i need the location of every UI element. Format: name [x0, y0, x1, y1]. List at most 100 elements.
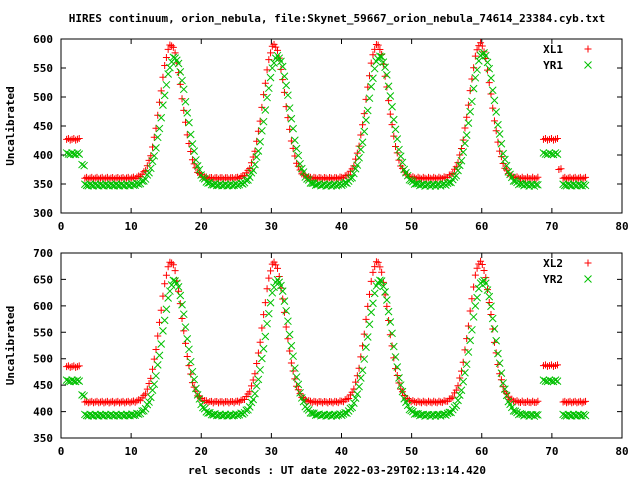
data-point — [277, 281, 285, 290]
data-point — [358, 366, 367, 375]
data-point — [466, 87, 474, 95]
data-point — [157, 306, 165, 314]
y-tick-label: 400 — [33, 406, 53, 419]
data-point — [154, 332, 162, 340]
data-point — [470, 283, 478, 291]
data-point — [377, 277, 386, 285]
data-point — [274, 264, 282, 272]
data-point — [362, 315, 370, 323]
data-point — [287, 341, 296, 350]
data-point — [388, 329, 396, 338]
data-point — [159, 326, 167, 335]
data-point — [258, 354, 266, 363]
data-point — [172, 279, 181, 288]
x-axis-label: rel seconds : UT date 2022-03-29T02:13:1… — [188, 464, 486, 477]
data-point — [496, 147, 504, 155]
data-point — [234, 397, 242, 405]
data-point — [440, 173, 448, 181]
data-point — [249, 166, 258, 175]
data-point — [488, 314, 497, 323]
data-point — [268, 288, 277, 297]
data-point — [353, 161, 362, 169]
data-point — [285, 330, 294, 339]
data-point — [492, 336, 501, 345]
data-point — [138, 407, 146, 415]
data-point — [462, 360, 471, 369]
data-point — [252, 382, 261, 390]
data-point — [72, 363, 80, 371]
data-point — [359, 121, 367, 129]
data-point — [405, 405, 414, 414]
data-point — [252, 153, 261, 161]
data-point — [352, 378, 360, 386]
data-point — [146, 393, 155, 402]
data-point — [145, 168, 153, 177]
data-point — [143, 162, 151, 170]
data-point — [294, 386, 302, 394]
data-point — [282, 323, 290, 331]
data-point — [169, 261, 177, 269]
data-point — [190, 375, 199, 384]
data-point — [379, 282, 388, 291]
data-point — [393, 135, 402, 143]
data-point — [365, 72, 373, 80]
data-point — [157, 87, 165, 95]
data-point — [485, 292, 494, 301]
data-point — [356, 145, 365, 154]
y-tick-label: 450 — [33, 379, 53, 392]
data-point — [299, 397, 308, 406]
data-point — [294, 162, 302, 170]
data-point — [161, 61, 169, 69]
data-point — [490, 96, 499, 105]
data-point — [202, 397, 210, 405]
legend-label: XL2 — [543, 257, 563, 270]
data-point — [168, 259, 176, 267]
data-point — [249, 376, 257, 384]
data-point — [389, 115, 398, 124]
data-point — [497, 376, 505, 384]
legend-label: XL1 — [543, 43, 563, 56]
data-point — [297, 394, 306, 402]
data-point — [462, 131, 471, 139]
data-point — [133, 409, 141, 418]
y-tick-label: 600 — [33, 300, 53, 313]
data-point — [183, 131, 191, 139]
x-tick-label: 50 — [405, 445, 418, 458]
y-tick-label: 600 — [33, 33, 53, 46]
data-point — [245, 173, 254, 182]
plot-frame — [60, 252, 623, 439]
data-point — [580, 174, 588, 182]
data-point — [532, 399, 540, 407]
data-point — [376, 52, 384, 61]
data-point — [188, 367, 197, 376]
data-point — [452, 171, 461, 180]
data-point — [395, 145, 403, 154]
data-point — [261, 79, 269, 87]
x-tick-label: 20 — [195, 220, 208, 233]
y-tick-label: 450 — [33, 120, 53, 133]
data-point — [185, 118, 193, 127]
x-tick-label: 50 — [405, 220, 418, 233]
data-point — [494, 120, 502, 129]
data-point — [258, 126, 266, 135]
data-point — [388, 121, 396, 129]
data-point — [179, 85, 188, 94]
data-point — [461, 124, 469, 132]
data-point — [145, 398, 153, 406]
data-point — [164, 263, 172, 271]
data-point — [176, 67, 185, 76]
data-point — [384, 307, 393, 316]
data-point — [369, 268, 377, 276]
data-point — [455, 161, 464, 170]
data-point — [75, 150, 84, 158]
data-point — [284, 91, 292, 100]
data-point — [256, 365, 264, 374]
data-point — [162, 53, 170, 61]
data-point — [153, 361, 162, 369]
data-point — [294, 151, 303, 160]
data-point — [346, 174, 355, 183]
data-point — [258, 324, 266, 332]
data-point — [289, 124, 297, 133]
data-point — [582, 397, 590, 405]
data-point — [478, 42, 486, 50]
